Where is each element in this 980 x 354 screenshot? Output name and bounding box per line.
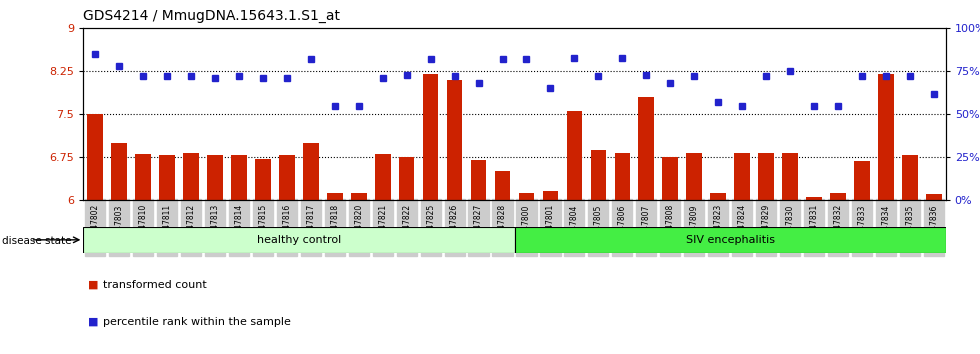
Bar — [231, 155, 247, 200]
Bar — [591, 150, 606, 200]
Text: healthy control: healthy control — [257, 235, 341, 245]
Bar — [399, 157, 415, 200]
Bar — [495, 171, 511, 200]
Bar — [375, 154, 390, 200]
Bar — [279, 155, 295, 200]
Bar — [759, 153, 774, 200]
Bar — [303, 143, 318, 200]
Bar — [734, 153, 750, 200]
Bar — [208, 155, 222, 200]
Bar — [902, 155, 917, 200]
Bar — [518, 193, 534, 200]
Bar — [514, 227, 946, 253]
Bar — [807, 197, 821, 200]
Text: GDS4214 / MmugDNA.15643.1.S1_at: GDS4214 / MmugDNA.15643.1.S1_at — [83, 9, 340, 23]
Text: transformed count: transformed count — [103, 280, 207, 290]
Bar — [830, 193, 846, 200]
Bar — [135, 154, 151, 200]
Bar — [614, 153, 630, 200]
Bar — [470, 160, 486, 200]
Bar — [639, 97, 654, 200]
Bar — [327, 193, 343, 200]
Bar — [878, 74, 894, 200]
Text: SIV encephalitis: SIV encephalitis — [686, 235, 774, 245]
Bar — [662, 157, 678, 200]
Text: disease state: disease state — [2, 236, 72, 246]
Bar — [255, 159, 270, 200]
Bar — [183, 153, 199, 200]
Bar — [854, 161, 869, 200]
Text: ■: ■ — [88, 280, 99, 290]
Text: percentile rank within the sample: percentile rank within the sample — [103, 317, 291, 327]
Bar — [447, 80, 463, 200]
Bar — [351, 193, 367, 200]
Bar — [782, 153, 798, 200]
Text: ■: ■ — [88, 317, 99, 327]
Bar — [422, 74, 438, 200]
Bar — [112, 143, 127, 200]
Bar — [686, 153, 702, 200]
Bar — [543, 192, 559, 200]
Bar — [926, 194, 942, 200]
Bar — [710, 193, 726, 200]
Bar — [87, 114, 103, 200]
Bar — [566, 111, 582, 200]
Bar — [160, 155, 174, 200]
Bar — [83, 227, 514, 253]
